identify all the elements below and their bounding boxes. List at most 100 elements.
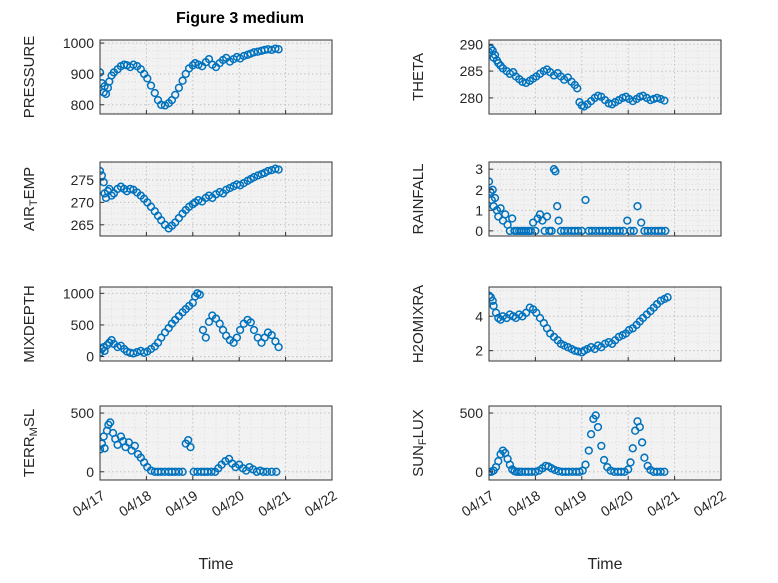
svg-text:04/20: 04/20 [598, 487, 636, 520]
x-axis-title: Time [199, 556, 234, 573]
axes-box [488, 286, 722, 362]
svg-text:4: 4 [475, 308, 483, 324]
plot-background [100, 406, 332, 480]
svg-text:1: 1 [475, 202, 483, 218]
svg-text:04/18: 04/18 [116, 487, 154, 520]
axis-ticks [99, 412, 333, 480]
axis-ticks [488, 412, 722, 480]
grid-major [489, 287, 721, 361]
svg-text:0: 0 [475, 464, 483, 480]
axis-ticks [488, 315, 722, 361]
y-axis-label: PRESSURE [21, 36, 38, 119]
svg-text:280: 280 [460, 90, 484, 106]
svg-text:04/19: 04/19 [162, 487, 200, 520]
axis-ticks [99, 179, 333, 236]
svg-text:04/18: 04/18 [505, 487, 543, 520]
scatter-series [100, 164, 283, 233]
plot-background [100, 40, 332, 114]
scatter-series [100, 44, 283, 110]
subplot-terrmsl: 0 500 TERRMSL 04/17 04/18 04/19 04/20 04/21 04/2… [21, 405, 340, 573]
svg-text:275: 275 [71, 172, 95, 188]
y-tick-labels: 280 285 290 [460, 36, 484, 106]
y-axis-label: SUNFLUX [410, 409, 429, 477]
subplot-sunflux: 0 500 SUNFLUX 04/17 04/18 04/19 04/20 04/21 04/2… [410, 405, 729, 573]
svg-text:04/17: 04/17 [459, 487, 497, 520]
axes-box [99, 405, 333, 481]
scatter-series [489, 291, 672, 357]
svg-text:500: 500 [460, 405, 484, 421]
svg-text:290: 290 [460, 36, 484, 52]
svg-text:800: 800 [71, 97, 95, 113]
subplot-cell-rainfall: 0 1 2 3 RAINFALL [389, 130, 778, 255]
svg-text:04/19: 04/19 [551, 487, 589, 520]
grid-major [489, 406, 721, 480]
x-tick-labels: 04/17 04/18 04/19 04/20 04/21 04/22 [70, 487, 340, 520]
y-tick-labels: 800 900 1000 [63, 35, 94, 113]
subplot-theta: 280 285 290 THETA [410, 36, 722, 115]
grid-major [100, 406, 332, 480]
axis-ticks [488, 168, 722, 236]
y-axis-label: AIRTEMP [21, 167, 40, 231]
svg-text:04/20: 04/20 [209, 487, 247, 520]
y-tick-labels: 0 500 1000 [63, 285, 94, 364]
svg-text:04/17: 04/17 [70, 487, 108, 520]
y-tick-labels: 265 270 275 [71, 172, 95, 233]
axes-box [488, 39, 722, 115]
svg-text:500: 500 [71, 317, 95, 333]
subplot-cell-terrmsl: 0 500 TERRMSL 04/17 04/18 04/19 04/20 04/21 04/2… [0, 380, 389, 583]
svg-text:900: 900 [71, 66, 95, 82]
x-tick-labels: 04/17 04/18 04/19 04/20 04/21 04/22 [459, 487, 729, 520]
svg-text:0: 0 [86, 464, 94, 480]
grid-minor [489, 287, 721, 361]
scatter-series [489, 44, 669, 111]
subplot-airtemp: 265 270 275 AIRTEMP [21, 161, 333, 237]
svg-text:0: 0 [475, 223, 483, 239]
grid-minor [489, 162, 721, 237]
subplot-cell-sunflux: 0 500 SUNFLUX 04/17 04/18 04/19 04/20 04/21 04/2… [389, 380, 778, 583]
y-axis-label: MIXDEPTH [21, 285, 38, 363]
axis-ticks [99, 292, 333, 361]
subplot-cell-mixdepth: 0 500 1000 MIXDEPTH [0, 255, 389, 380]
y-axis-label: THETA [410, 53, 427, 101]
axes-box [99, 286, 333, 362]
subplot-cell-theta: 280 285 290 THETA [389, 0, 778, 130]
x-axis-title: Time [588, 556, 623, 573]
y-tick-labels: 24 [475, 308, 483, 358]
y-axis-label: RAINFALL [410, 164, 427, 235]
y-tick-labels: 0 500 [460, 405, 484, 480]
plot-background [489, 406, 721, 480]
svg-text:2: 2 [475, 182, 483, 198]
svg-text:04/21: 04/21 [255, 487, 293, 520]
y-axis-label: H2OMIXRA [410, 285, 427, 363]
svg-text:1000: 1000 [63, 35, 94, 51]
svg-text:270: 270 [71, 194, 95, 210]
grid-minor [100, 40, 332, 114]
scatter-series [489, 411, 669, 476]
figure-title: Figure 3 medium [175, 10, 305, 27]
y-tick-labels: 0 1 2 3 [475, 161, 483, 239]
scatter-series [489, 165, 670, 236]
svg-text:04/21: 04/21 [644, 487, 682, 520]
y-axis-label: TERRMSL [21, 409, 40, 477]
y-tick-labels: 0 500 [71, 405, 95, 480]
subplot-cell-h2omixra: 2 4 H2OMIXRA [389, 255, 778, 380]
svg-text:3: 3 [475, 161, 483, 177]
scatter-series [100, 418, 281, 476]
svg-text:04/22: 04/22 [302, 487, 340, 520]
subplot-rainfall: 0 1 2 3 RAINFALL [410, 161, 722, 239]
axes-box [488, 405, 722, 481]
axes-box [488, 161, 722, 237]
axes-box [99, 39, 333, 115]
svg-text:500: 500 [71, 405, 95, 421]
axis-ticks [99, 42, 333, 114]
svg-text:2: 2 [475, 343, 483, 359]
axes-box [99, 161, 333, 237]
grid-major [100, 40, 332, 114]
subplot-cell-airtemp: 265 270 275 AIRTEMP [0, 130, 389, 255]
svg-text:04/22: 04/22 [691, 487, 729, 520]
subplot-mixdepth: 0 500 1000 MIXDEPTH [21, 285, 333, 365]
subplot-cell-pressure: 800 900 1000 PRESSURE [0, 0, 389, 130]
